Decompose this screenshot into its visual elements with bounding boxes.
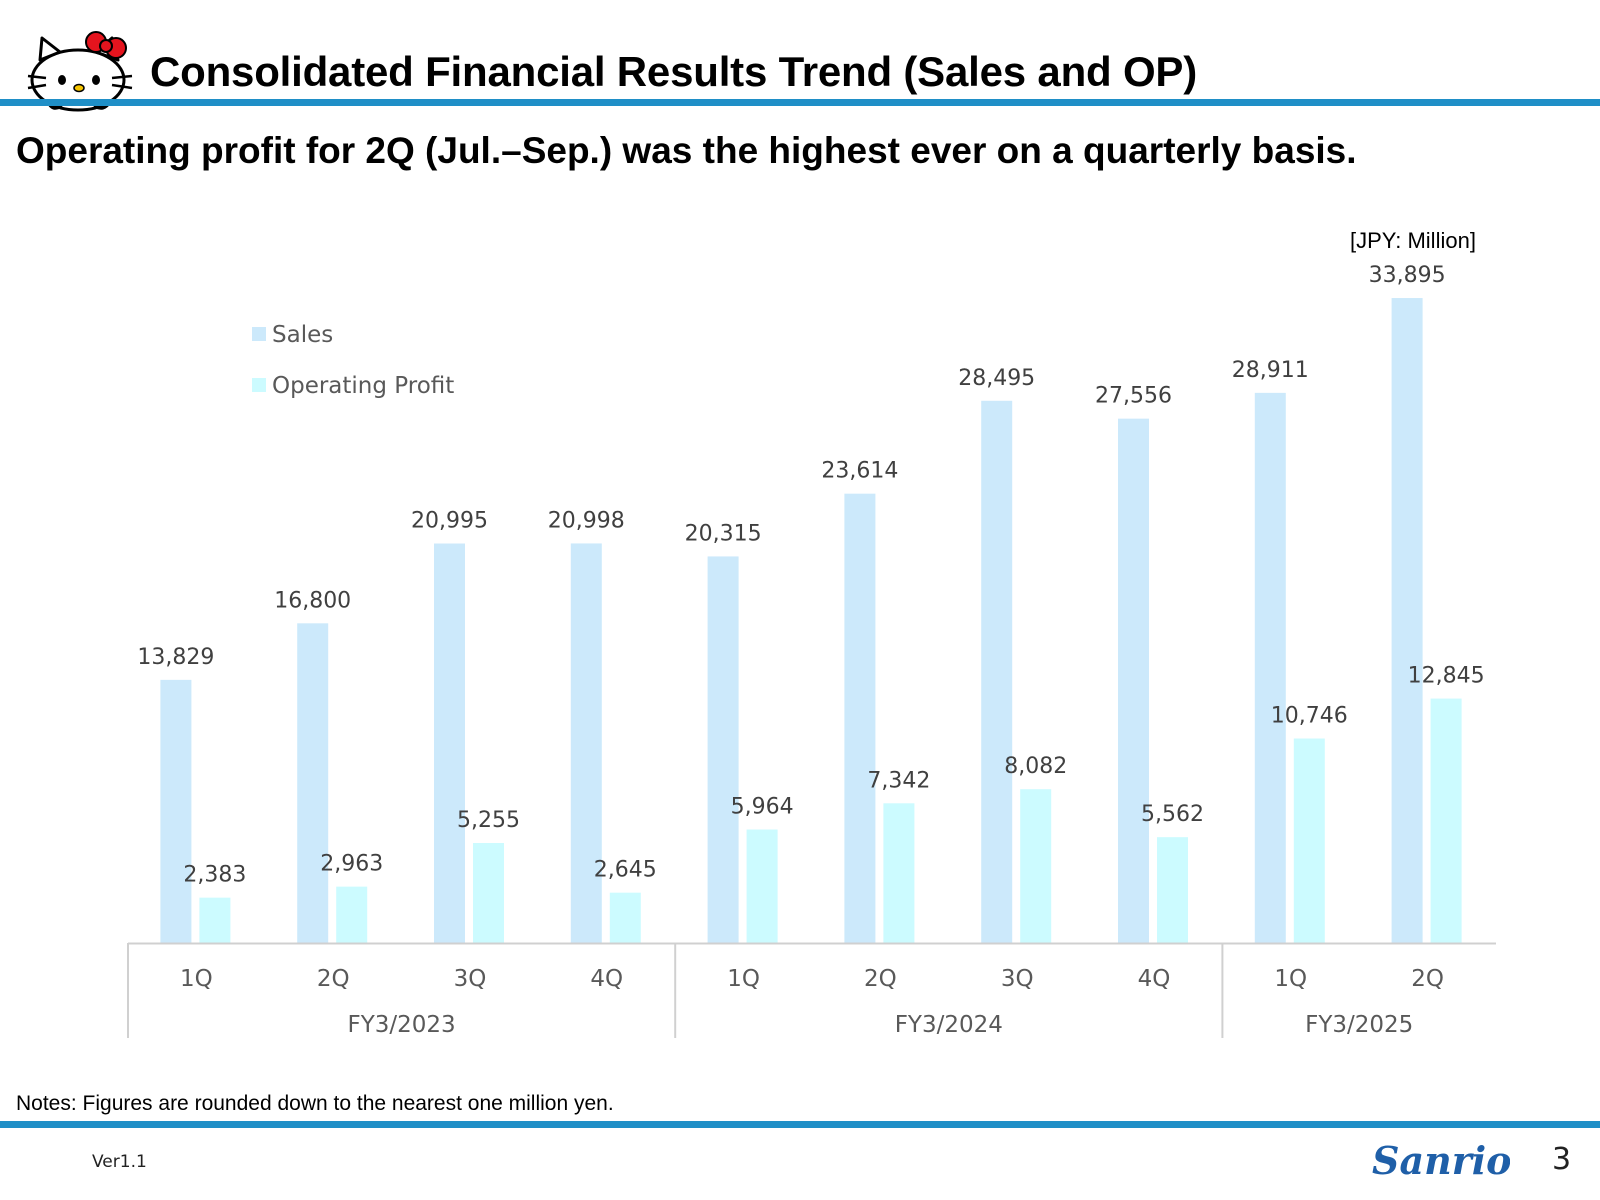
data-label-sales-8: 28,911 [1232, 358, 1309, 383]
group-label-0: FY3/2023 [347, 1012, 455, 1038]
legend-swatch-1 [252, 378, 266, 392]
data-label-sales-0: 13,829 [137, 645, 214, 670]
footer-divider [0, 1121, 1600, 1128]
legend-label-1: Operating Profit [272, 373, 454, 399]
bar-layer: 13,829 2,383 16,800 2,963 20,995 5,255 20,998 2… [137, 263, 1485, 943]
tick-label-4: 1Q [727, 966, 760, 992]
bar-op-6 [1020, 789, 1052, 943]
tick-label-3: 4Q [590, 966, 623, 992]
data-label-sales-7: 27,556 [1095, 384, 1172, 409]
data-label-op-0: 2,383 [183, 863, 246, 888]
data-label-sales-6: 28,495 [958, 366, 1035, 391]
data-label-op-9: 12,845 [1408, 664, 1485, 689]
bar-sales-6 [981, 400, 1013, 943]
brand-text: Sanrio [1372, 1138, 1510, 1183]
data-label-sales-4: 20,315 [685, 521, 762, 546]
x-axis: 1Q 2Q 3Q 4Q 1Q 2Q 3Q 4Q 1Q 2Q FY3/2023 FY3/2024 FY3/… [127, 942, 1496, 1038]
data-label-sales-3: 20,998 [548, 508, 625, 533]
data-label-op-6: 8,082 [1004, 754, 1067, 779]
hello-kitty-logo-icon [27, 31, 133, 112]
bar-sales-7 [1118, 418, 1149, 943]
bar-op-7 [1157, 837, 1188, 943]
tick-label-1: 2Q [317, 966, 350, 992]
version-label: Ver1.1 [92, 1152, 147, 1172]
bar-sales-3 [570, 543, 602, 943]
page-title: Consolidated Financial Results Trend (Sa… [150, 48, 1198, 95]
header-divider [0, 99, 1600, 106]
tick-label-2: 3Q [454, 966, 487, 992]
tick-label-6: 3Q [1001, 966, 1034, 992]
page-number: 3 [1552, 1142, 1572, 1177]
data-label-sales-1: 16,800 [274, 588, 351, 613]
bar-op-5 [883, 803, 915, 943]
bar-op-2 [473, 843, 504, 943]
unit-label: [JPY: Million] [1350, 228, 1476, 253]
data-label-op-4: 5,964 [731, 795, 794, 820]
bar-op-1 [336, 886, 368, 943]
tick-label-8: 1Q [1274, 966, 1307, 992]
data-label-op-7: 5,562 [1141, 802, 1204, 827]
bar-sales-4 [707, 556, 739, 943]
bar-op-3 [609, 892, 641, 943]
chart-legend: Sales Operating Profit [252, 322, 454, 399]
sanrio-logo-icon: Sanrio [1372, 1138, 1510, 1183]
bar-op-0 [199, 897, 231, 943]
group-label-1: FY3/2024 [895, 1012, 1003, 1038]
data-label-op-3: 2,645 [594, 858, 657, 883]
tick-label-5: 2Q [864, 966, 897, 992]
tick-label-9: 2Q [1411, 966, 1444, 992]
bar-op-4 [746, 829, 778, 943]
data-label-sales-2: 20,995 [411, 508, 488, 533]
data-label-sales-9: 33,895 [1369, 263, 1446, 288]
bar-op-9 [1430, 698, 1462, 943]
data-label-op-5: 7,342 [867, 768, 930, 793]
bar-sales-8 [1254, 392, 1286, 943]
bar-op-8 [1293, 738, 1325, 943]
bar-sales-5 [844, 493, 876, 943]
bar-sales-2 [434, 543, 465, 943]
data-label-op-1: 2,963 [320, 852, 383, 877]
data-label-sales-5: 23,614 [821, 459, 898, 484]
bar-sales-1 [297, 623, 329, 943]
tick-label-7: 4Q [1138, 966, 1171, 992]
page-subtitle: Operating profit for 2Q (Jul.–Sep.) was … [16, 130, 1357, 171]
bar-sales-0 [160, 679, 192, 943]
legend-swatch-0 [252, 327, 266, 341]
bar-sales-9 [1391, 298, 1423, 943]
data-label-op-8: 10,746 [1271, 704, 1348, 729]
tick-label-0: 1Q [180, 966, 213, 992]
legend-label-0: Sales [272, 322, 333, 348]
data-label-op-2: 5,255 [457, 808, 520, 833]
footnote: Notes: Figures are rounded down to the n… [16, 1092, 614, 1115]
group-label-2: FY3/2025 [1305, 1012, 1413, 1038]
